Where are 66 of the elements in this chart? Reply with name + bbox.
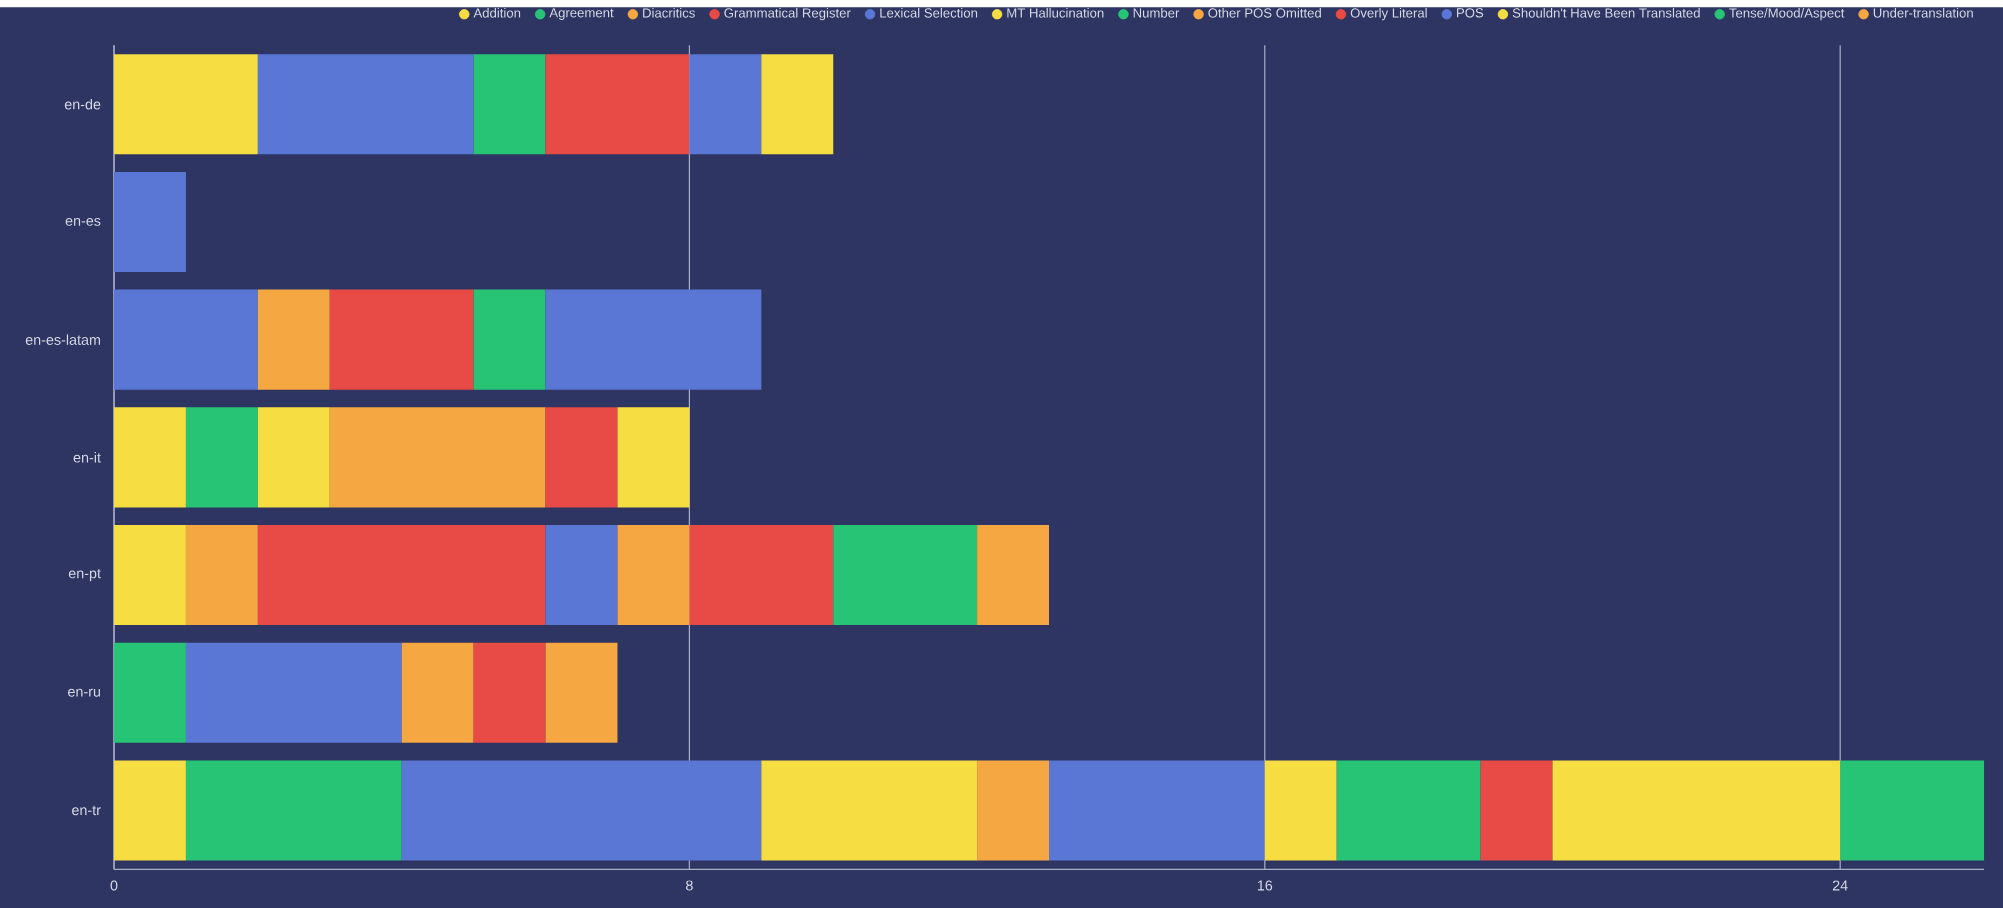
bar bbox=[401, 760, 762, 861]
bar bbox=[473, 642, 546, 743]
bar bbox=[617, 524, 690, 625]
legend-label: Overly Literal bbox=[1350, 7, 1427, 21]
legend-label: MT Hallucination bbox=[1007, 7, 1104, 18]
legend-label: Grammatical Register bbox=[724, 7, 851, 21]
y-tick-label: en-de bbox=[64, 98, 101, 110]
bar bbox=[545, 289, 762, 390]
bar bbox=[114, 760, 186, 861]
bar bbox=[761, 54, 834, 155]
bar bbox=[689, 54, 762, 155]
y-tick-label: en-es-latam bbox=[25, 334, 100, 345]
bar bbox=[545, 524, 618, 625]
bar bbox=[114, 289, 258, 390]
bar bbox=[761, 760, 978, 861]
bar bbox=[114, 642, 186, 743]
bar bbox=[1840, 760, 1985, 861]
legend-label: Number bbox=[1133, 7, 1180, 18]
bar bbox=[545, 54, 690, 155]
bar bbox=[257, 524, 546, 625]
bar bbox=[689, 524, 834, 625]
bar bbox=[329, 407, 546, 508]
bar bbox=[185, 642, 402, 743]
legend-label: Diacritics bbox=[643, 7, 695, 18]
bar bbox=[1336, 760, 1481, 861]
bar bbox=[977, 760, 1050, 861]
y-tick-label: en-es bbox=[65, 217, 101, 226]
bar bbox=[185, 760, 402, 861]
bar bbox=[545, 407, 618, 508]
bar bbox=[257, 289, 330, 390]
x-tick-label: 24 bbox=[1832, 880, 1848, 891]
bar bbox=[1264, 760, 1337, 861]
legend-label: Lexical Selection bbox=[880, 7, 978, 18]
y-tick-label: en-tr bbox=[72, 805, 101, 816]
x-tick-label: 8 bbox=[686, 880, 693, 891]
bar bbox=[185, 407, 258, 508]
bar bbox=[545, 642, 618, 743]
legend-label: Agreement bbox=[549, 8, 614, 20]
bar bbox=[1552, 760, 1841, 861]
bar bbox=[1480, 760, 1553, 861]
legend-label: Tense/Mood/Aspect bbox=[1729, 7, 1845, 21]
y-tick-label: en-ru bbox=[68, 688, 101, 697]
legend-label: Under-translation bbox=[1873, 7, 1973, 18]
legend-label: Addition bbox=[473, 7, 521, 18]
legend-label: Other POS Omitted bbox=[1208, 7, 1321, 18]
legend-label: POS bbox=[1457, 7, 1484, 18]
bar bbox=[114, 407, 186, 508]
bar bbox=[473, 54, 546, 155]
bar bbox=[329, 289, 474, 390]
y-tick-label: en-it bbox=[73, 451, 101, 463]
bar bbox=[1049, 760, 1265, 861]
bar bbox=[114, 524, 186, 625]
bar bbox=[833, 524, 978, 625]
legend-label: Shouldn't Have Been Translated bbox=[1512, 7, 1700, 18]
bar bbox=[114, 54, 258, 155]
bar bbox=[977, 524, 1050, 625]
y-tick-label: en-pt bbox=[68, 568, 101, 582]
bar bbox=[401, 642, 474, 743]
bar bbox=[473, 289, 546, 390]
bar bbox=[257, 54, 474, 155]
bar bbox=[114, 171, 186, 272]
x-tick-label: 16 bbox=[1257, 880, 1273, 891]
bar bbox=[617, 407, 690, 508]
x-tick-label: 0 bbox=[110, 880, 118, 891]
bar bbox=[257, 407, 330, 508]
bar bbox=[185, 524, 258, 625]
